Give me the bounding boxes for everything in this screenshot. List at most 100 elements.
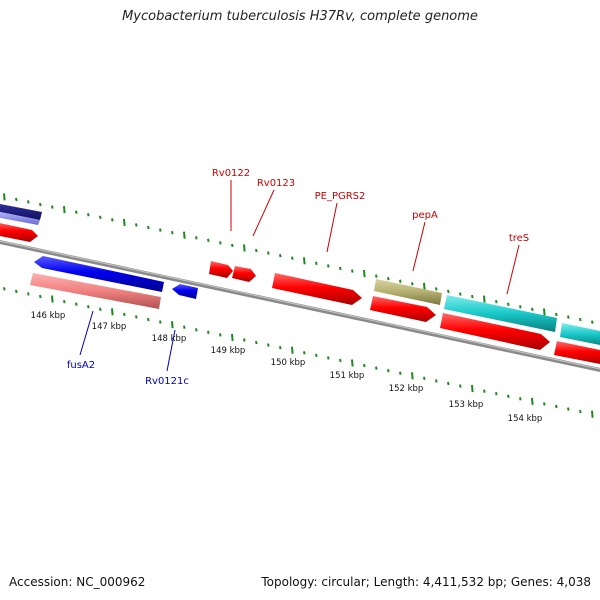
lower-track-major-tick [171,321,174,329]
label-tres[interactable]: treS [509,233,529,244]
leader-rv0123 [252,189,275,237]
tick-label-148: 148 kbp [152,334,187,344]
upper-track-minor-tick [15,197,18,202]
lower-track-minor-tick [543,402,546,406]
lower-track-minor-tick [159,320,162,324]
accession-text: Accession: NC_000962 [9,575,146,589]
lower-track-minor-tick [267,343,270,347]
lower-track-minor-tick [375,366,378,370]
lower-track-minor-tick [435,379,438,383]
lower-track-major-tick [231,333,234,342]
lower-track-minor-tick [135,315,138,319]
lower-track-minor-tick [27,292,30,296]
upper-track-minor-tick [99,215,102,220]
upper-track-major-tick [183,231,186,239]
upper-track-minor-tick [411,282,414,286]
upper-track-minor-tick [51,205,54,209]
feature-tres-cyan[interactable] [444,295,557,332]
upper-track-minor-tick [495,300,498,304]
lower-track-minor-tick [147,317,150,322]
upper-track-minor-tick [591,320,594,324]
label-rv0121c[interactable]: Rv0121c [145,376,189,387]
cds-rv0122[interactable] [209,261,233,278]
cds-pepa[interactable] [370,296,436,322]
rna-fusa2[interactable] [30,273,161,309]
feature-cyan-right-edge[interactable] [560,323,600,346]
upper-track-minor-tick [255,248,258,253]
upper-track-minor-tick [507,302,510,306]
lower-track-minor-tick [99,307,102,312]
upper-track-minor-tick [351,269,354,273]
upper-track-minor-tick [315,261,318,266]
feature-navy-block[interactable] [0,203,42,220]
lower-track-minor-tick [279,345,282,350]
lower-track-major-tick [111,308,114,316]
label-pepa[interactable]: pepA [412,210,438,221]
upper-track-minor-tick [579,317,582,322]
cds-tres[interactable] [440,313,550,350]
leader-pepa [412,221,426,272]
upper-track-minor-tick [75,210,78,214]
upper-track-minor-tick [111,218,114,222]
lower-track-major-tick [51,295,54,303]
lower-track-minor-tick [219,333,222,337]
leader-fusa2 [79,310,94,356]
lower-track-minor-tick [207,330,210,335]
feature-lavender-block[interactable] [0,211,40,225]
genome-backbone [0,240,600,372]
cds-rv0123[interactable] [232,266,256,282]
lower-track-major-tick [351,359,354,367]
lower-track-minor-tick [3,287,6,291]
tick-label-149: 149 kbp [211,346,246,356]
genome-summary-text: Topology: circular; Length: 4,411,532 bp… [261,575,591,589]
lower-track-minor-tick [183,325,186,329]
upper-track-major-tick [3,193,6,201]
upper-track-major-tick [303,257,306,265]
feature-pepa-olive[interactable] [374,279,442,305]
upper-track-minor-tick [219,241,222,245]
cds-right-edge[interactable] [554,341,600,365]
lower-track-minor-tick [39,294,42,299]
reverse-tick-track [3,287,594,418]
upper-track-minor-tick [39,202,42,207]
label-fusa2[interactable]: fusA2 [67,360,95,371]
upper-track-minor-tick [195,236,198,240]
lower-track-minor-tick [519,397,522,401]
lower-track-minor-tick [495,392,498,396]
lower-track-minor-tick [255,340,258,345]
gene-rv0121c[interactable] [172,284,198,299]
tick-label-153: 153 kbp [449,400,484,410]
lower-track-minor-tick [303,351,306,355]
lower-track-minor-tick [87,305,90,309]
upper-track-major-tick [543,308,546,316]
upper-track-minor-tick [147,225,150,230]
upper-track-major-tick [483,295,486,303]
upper-track-minor-tick [135,223,138,227]
cds-left-edge[interactable] [0,222,38,242]
label-rv0123[interactable]: Rv0123 [257,178,295,189]
genome-backbone-highlight [0,240,600,370]
upper-track-minor-tick [27,200,30,204]
label-pe-pgrs2[interactable]: PE_PGRS2 [315,191,366,202]
upper-track-minor-tick [531,307,534,312]
lower-track-minor-tick [243,338,246,342]
leader-pe-pgrs2 [326,202,338,253]
lower-track-minor-tick [423,376,426,381]
lower-track-minor-tick [399,371,402,375]
upper-track-minor-tick [375,274,378,278]
cds-pe-pgrs2[interactable] [272,273,362,305]
lower-track-minor-tick [555,404,558,409]
lower-track-minor-tick [387,368,390,373]
feature-labels: Rv0122 Rv0123 PE_PGRS2 pepA treS fusA2 R… [67,168,529,387]
lower-track-major-tick [411,372,414,380]
upper-track-minor-tick [291,256,294,260]
lower-track-minor-tick [75,302,78,306]
upper-track-major-tick [243,244,246,252]
upper-track-major-tick [363,269,366,278]
position-tick-labels: 146 kbp 147 kbp 148 kbp 149 kbp 150 kbp … [31,311,543,424]
gene-fusa2[interactable] [34,256,164,292]
label-rv0122[interactable]: Rv0122 [212,168,250,179]
leader-tres [506,244,520,295]
